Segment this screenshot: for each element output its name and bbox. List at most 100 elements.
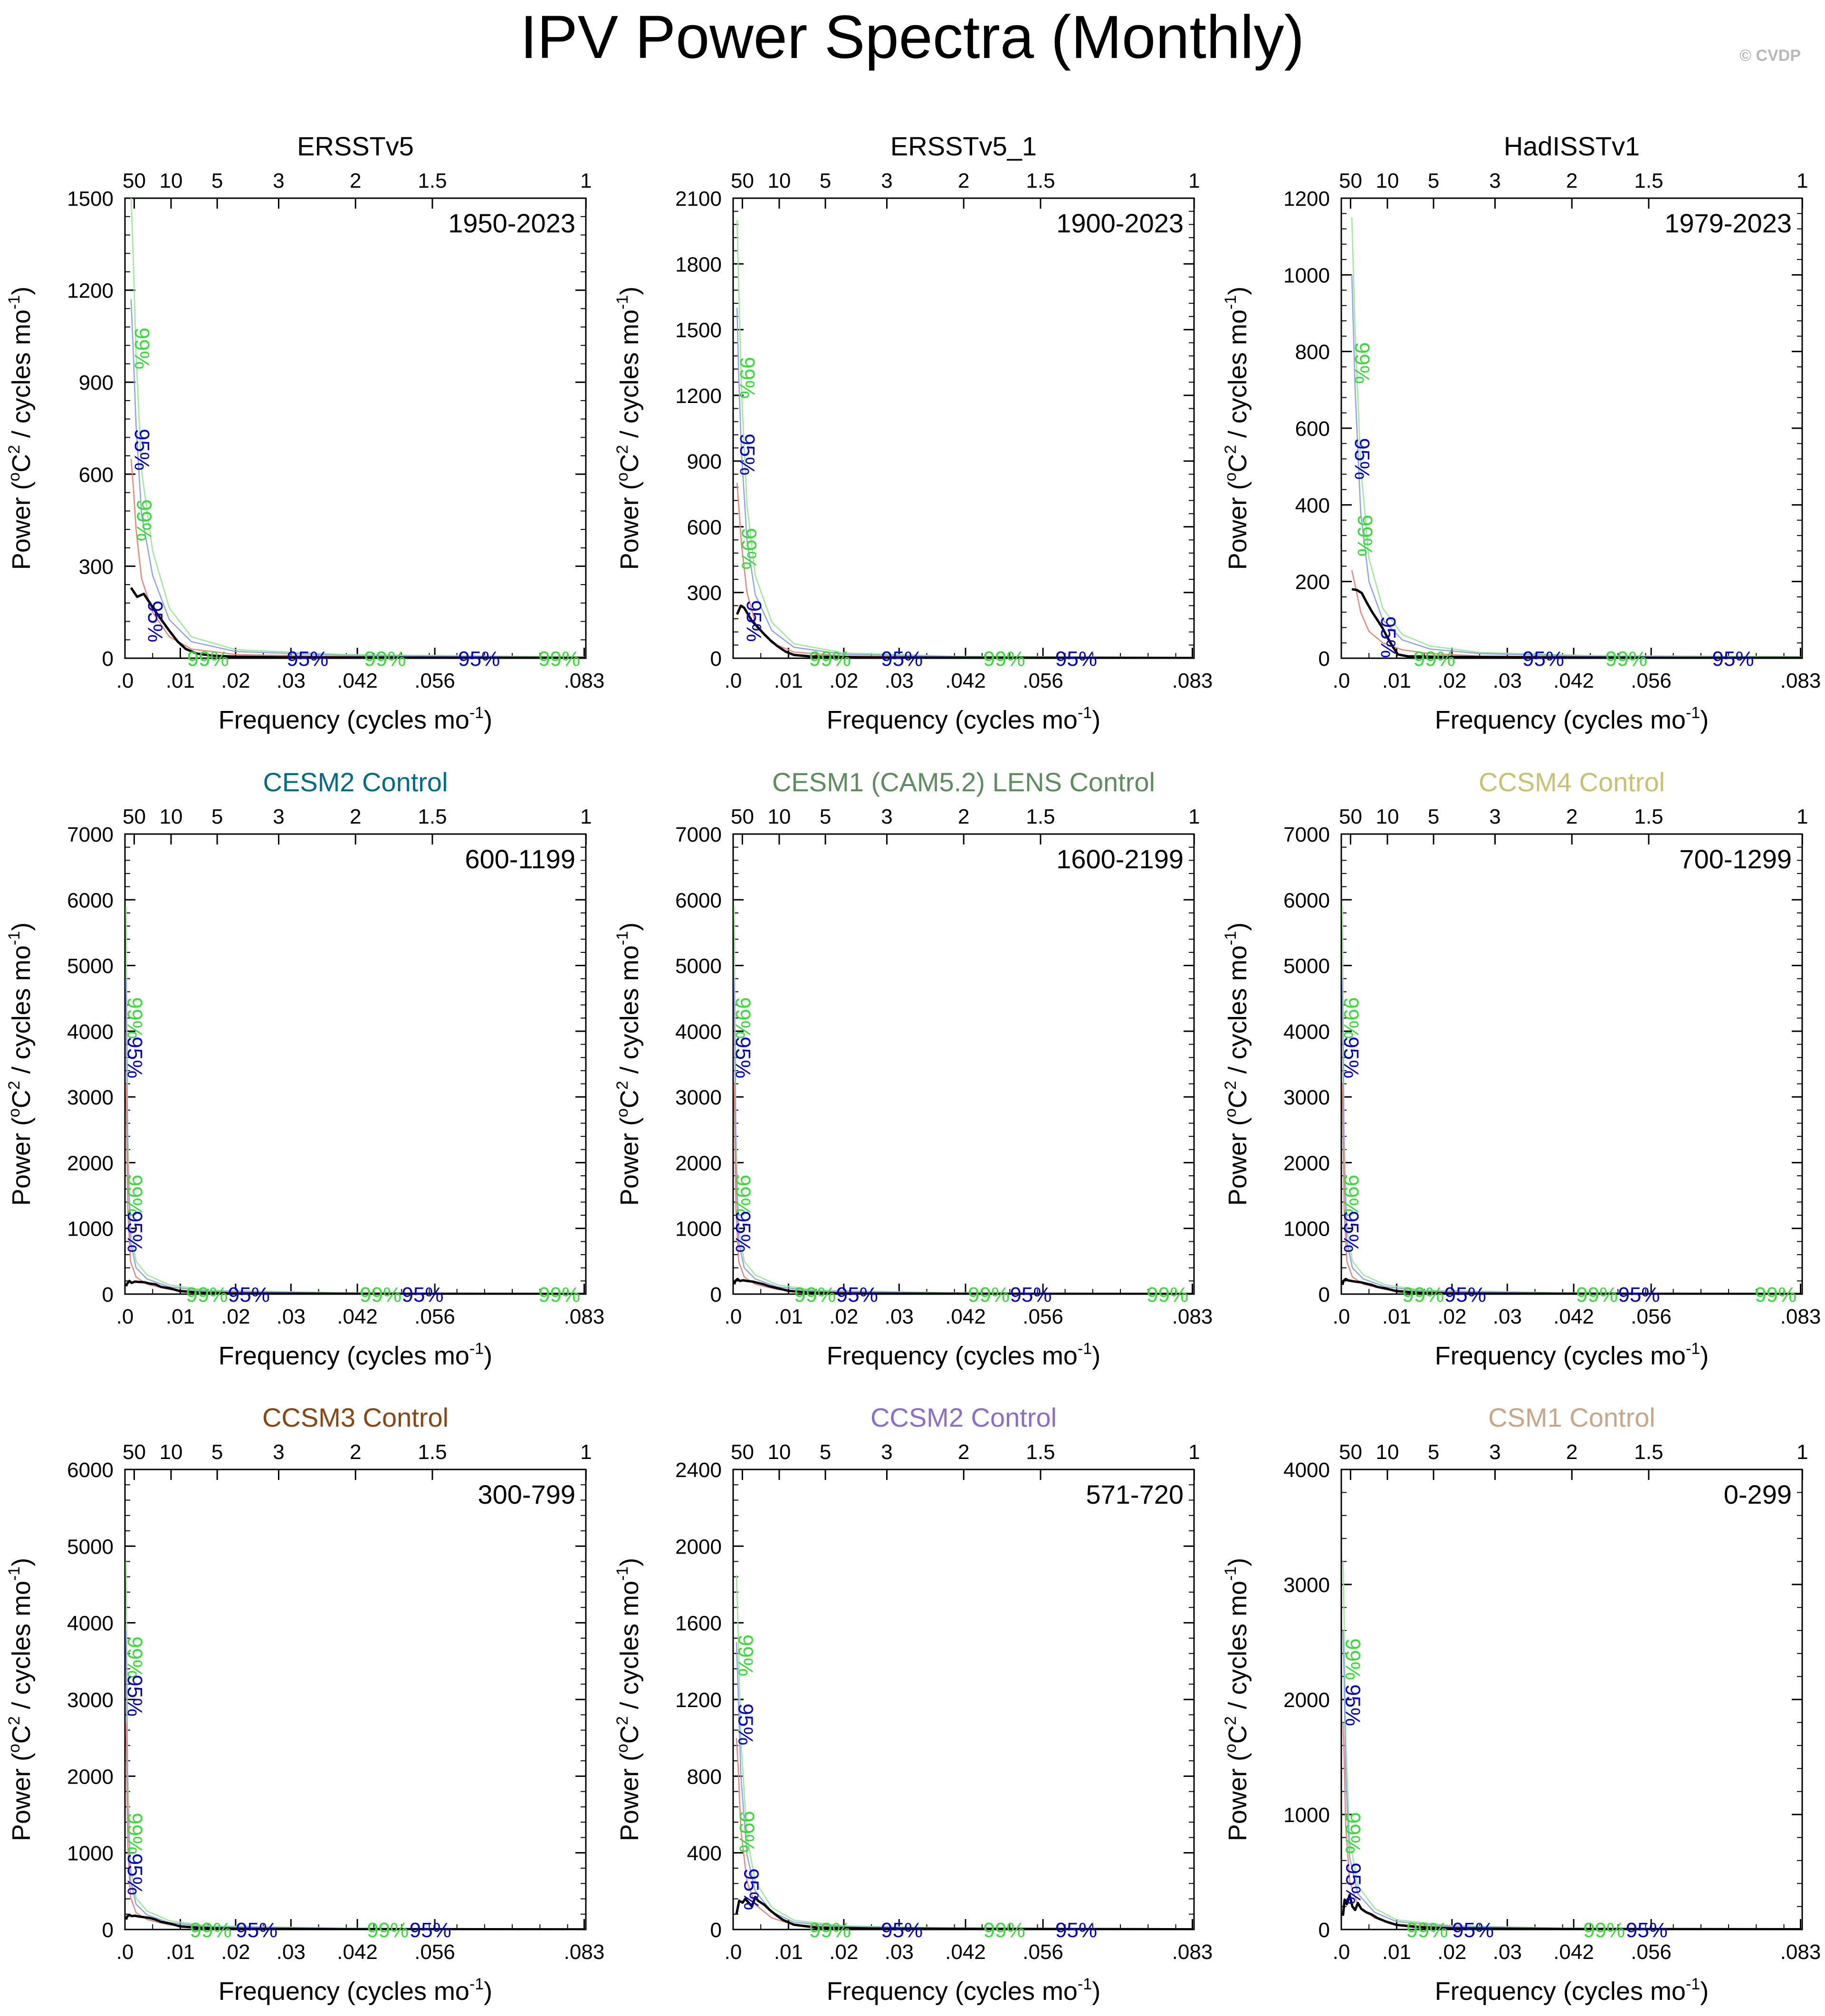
panel-8-xtick-label: .056 [1022, 1940, 1063, 1964]
panel-8-xlabel: Frequency (cycles mo-1) [827, 1975, 1100, 2006]
panel-4-top-xtick-label: 10 [160, 805, 183, 828]
panel-8-top-xtick-label: 3 [881, 1440, 892, 1464]
panel-1-xtick-label: .01 [166, 669, 195, 692]
panel-1-xtick-label: .02 [221, 669, 250, 692]
panel-5-xlabel: Frequency (cycles mo-1) [827, 1340, 1100, 1370]
panel-8-sig-95-label: 95% [739, 1868, 763, 1910]
panel-3-xtick-label: .056 [1631, 669, 1672, 692]
panel-3-ylabel: Power (oC2 / cycles mo-1) [1222, 287, 1252, 570]
panel-6-sig-99-label: 99% [1339, 997, 1363, 1039]
panel-2-ytick-label: 1200 [675, 384, 722, 408]
panel-6-sig-99-label: 99% [1402, 1283, 1444, 1306]
panel-7-xtick-label: .01 [166, 1940, 195, 1964]
panel-2-top-xtick-label: 1 [1188, 169, 1200, 192]
panel-3-sig-99-label: 99% [1350, 342, 1374, 384]
panel-2-sig-95-label: 95% [736, 433, 759, 475]
panel-5-xtick-label: .056 [1022, 1305, 1063, 1328]
panel-4-top-xtick-label: 3 [273, 805, 284, 828]
panel-9-sig-99-label: 99% [1406, 1919, 1448, 1942]
panel-4-sig-95-label: 95% [401, 1283, 443, 1306]
panel-9-sig-95-label: 95% [1626, 1919, 1668, 1942]
panel-5-ytick-label: 4000 [675, 1020, 722, 1044]
panel-1-top-xtick-label: 3 [273, 169, 284, 192]
panel-8-ytick-label: 400 [687, 1842, 722, 1865]
panel-6-xlabel: Frequency (cycles mo-1) [1435, 1340, 1709, 1370]
panel-4-xtick-label: .03 [277, 1305, 306, 1328]
panel-3-xtick-label: .02 [1437, 669, 1466, 692]
panel-5-sig-99-label: 99% [794, 1283, 836, 1306]
panel-2-xtick-label: .083 [1172, 669, 1213, 692]
panel-4-ytick-label: 1000 [67, 1218, 114, 1241]
panel-3-ytick-label: 200 [1295, 571, 1330, 594]
panel-1-ylabel: Power (oC2 / cycles mo-1) [5, 287, 36, 570]
panel-4-sig-95-label: 95% [123, 1211, 146, 1253]
panel-3-title: HadISSTv1 [1504, 131, 1640, 161]
panel-1-xtick-label: .056 [414, 669, 455, 692]
panel-5-top-xtick-label: 10 [768, 805, 791, 828]
panel-8-top-xtick-label: 1.5 [1026, 1440, 1055, 1464]
panel-1-xtick-label: .042 [337, 669, 378, 692]
panel-5-ytick-label: 5000 [675, 955, 722, 978]
panel-2-ytick-label: 900 [687, 450, 722, 473]
panel-3-sig-95-label: 95% [1712, 647, 1754, 671]
panel-4-top-xtick-label: 1 [580, 805, 592, 828]
panel-6-top-xtick-label: 10 [1376, 805, 1399, 828]
panel-2-xtick-label: .02 [829, 669, 858, 692]
panel-7-sig-99-label: 99% [190, 1919, 231, 1942]
panel-9-top-xtick-label: 3 [1489, 1440, 1500, 1464]
panel-3-spectrum-line [1351, 588, 1801, 658]
panel-7-sig-95-label: 95% [236, 1919, 277, 1942]
panel-6-curves [1341, 906, 1801, 1294]
panel-8-sig-99-label: 99% [809, 1919, 851, 1942]
panel-6-sig-99-label: 99% [1576, 1283, 1618, 1306]
panel-3-sig-95-label: 95% [1350, 438, 1374, 480]
panel-1-title: ERSSTv5 [297, 131, 414, 161]
panel-5-xtick-label: .042 [945, 1305, 986, 1328]
panel-6-xtick-label: .03 [1493, 1305, 1522, 1328]
panel-6-period: 700-1299 [1679, 844, 1792, 874]
panel-9-top-xtick-label: 10 [1376, 1440, 1399, 1464]
panel-4-ylabel: Power (oC2 / cycles mo-1) [5, 922, 36, 1206]
panel-grid: ERSSTv51950-2023030060090012001500.0.01.… [5, 131, 1821, 2006]
panel-5-sig-99-label: 99% [1147, 1283, 1188, 1306]
panel-7-xtick-label: .056 [414, 1940, 455, 1964]
panel-4-ytick-label: 7000 [67, 823, 114, 846]
panel-3-ytick-label: 0 [1319, 647, 1330, 671]
panel-4-ytick-label: 0 [102, 1283, 114, 1306]
panel-8-sig-99-label: 99% [734, 1634, 757, 1676]
panel-6-sig-95-label: 95% [1339, 1211, 1363, 1253]
panel-2-xtick-label: .0 [725, 669, 742, 692]
panel-9-xtick-label: .01 [1382, 1940, 1411, 1964]
panel-7-top-xtick-label: 10 [160, 1440, 183, 1464]
panel-5-xtick-label: .03 [885, 1305, 914, 1328]
panel-9-period: 0-299 [1724, 1479, 1792, 1509]
panel-7-sig-95-label: 95% [123, 1675, 146, 1717]
panel-6-sig-95-label: 95% [1618, 1283, 1660, 1306]
panel-4-xlabel: Frequency (cycles mo-1) [219, 1340, 492, 1370]
panel-4-ytick-label: 5000 [67, 955, 114, 978]
panel-6-top-xtick-label: 2 [1566, 805, 1577, 828]
panel-3-top-xtick-label: 1 [1796, 169, 1808, 192]
panel-8-xtick-label: .03 [885, 1940, 914, 1964]
panel-4-sig-99-label: 99% [123, 997, 146, 1039]
panel-2-top-xtick-label: 2 [958, 169, 969, 192]
panel-6-top-xtick-label: 1.5 [1634, 805, 1663, 828]
panel-4-conf95-line [125, 979, 584, 1294]
panel-9-xtick-label: .056 [1631, 1940, 1672, 1964]
panel-4-xtick-label: .056 [414, 1305, 455, 1328]
panel-8-ytick-label: 800 [687, 1765, 722, 1788]
panel-3-sig-95-label: 95% [1376, 616, 1400, 658]
panel-6-ylabel: Power (oC2 / cycles mo-1) [1222, 922, 1252, 1206]
panel-1: ERSSTv5 1950-2023 0 300 600 900 1200 1500 .0 .01.… [5, 131, 604, 734]
panel-8-xtick-label: .01 [774, 1940, 803, 1964]
panel-2-ylabel: Power (oC2 / cycles mo-1) [613, 287, 644, 570]
panel-7: CCSM3 Control 300-799 0 1000 2000 3000 4000 500… [5, 1402, 604, 2006]
panel-9-ylabel: Power (oC2 / cycles mo-1) [1222, 1558, 1252, 1841]
panel-9: CSM1 Control 0-299 0 1000 2000 3000 4000 .0 .01.… [1222, 1402, 1821, 2006]
panel-1-sig-95-label: 95% [143, 601, 167, 643]
panel-1-ytick-label: 1500 [67, 187, 114, 211]
panel-2-sig-95-label: 95% [742, 600, 765, 642]
panel-6-top-xtick-label: 3 [1489, 805, 1500, 828]
panel-7-ylabel: Power (oC2 / cycles mo-1) [5, 1558, 36, 1841]
